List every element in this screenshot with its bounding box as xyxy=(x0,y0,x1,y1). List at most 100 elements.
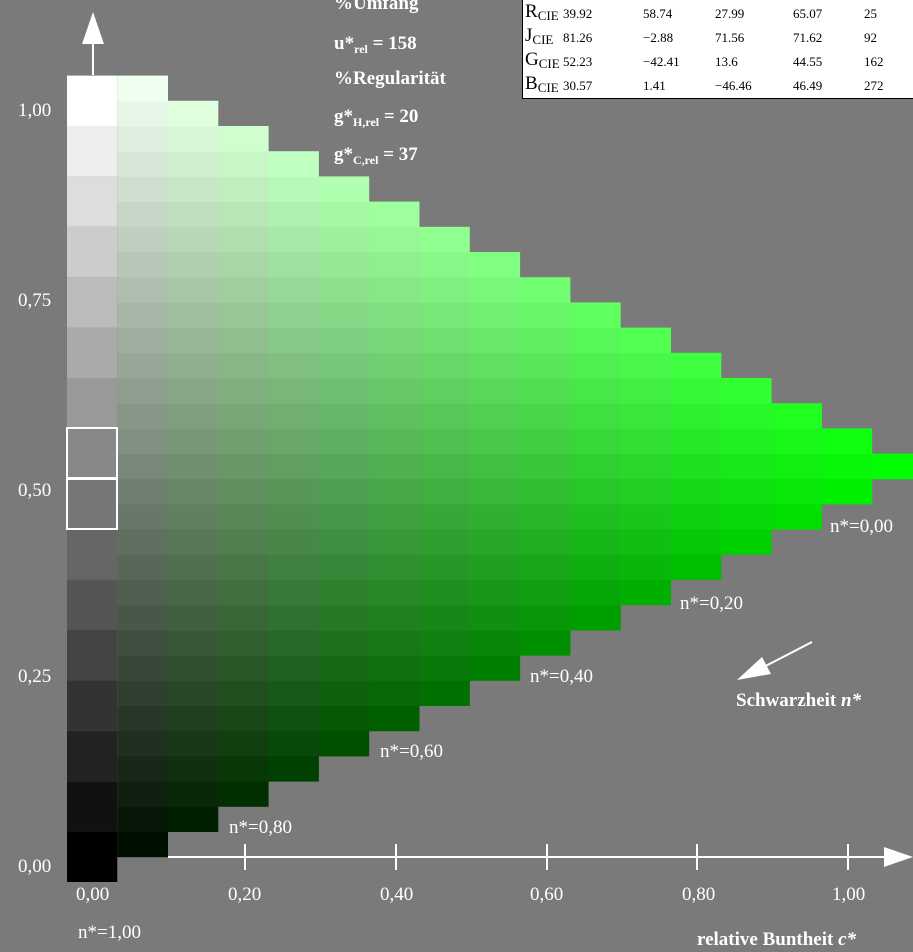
table-cell: 46.49 xyxy=(793,78,823,93)
blackness-label: n*=0,60 xyxy=(380,741,443,762)
color-cell xyxy=(419,378,470,404)
table-cell: 71.62 xyxy=(793,30,823,45)
color-cell xyxy=(217,352,269,379)
color-cell xyxy=(771,478,822,505)
color-cell xyxy=(217,327,269,354)
grey-cell xyxy=(67,831,118,882)
color-cell xyxy=(821,478,873,505)
blackness-label: n*=1,00 xyxy=(78,922,141,943)
color-cell xyxy=(620,428,671,454)
color-cell xyxy=(268,302,319,328)
color-cell xyxy=(670,403,722,429)
u-rel-stat: u*rel = 158 xyxy=(334,33,417,56)
color-cell xyxy=(268,201,319,228)
grey-cell xyxy=(67,781,118,832)
color-cell xyxy=(217,579,269,606)
color-cell xyxy=(368,680,420,706)
x-tick-label: 0,00 xyxy=(76,884,110,905)
grey-cell xyxy=(67,579,118,630)
color-cell xyxy=(167,176,219,202)
color-cell xyxy=(419,478,470,505)
marker-box xyxy=(66,478,118,530)
color-cell xyxy=(167,100,219,127)
color-cell xyxy=(318,176,370,202)
color-cell xyxy=(117,806,168,832)
color-cell xyxy=(318,226,370,253)
table-cell: 71.56 xyxy=(715,30,745,45)
blackness-arrow-label: Schwarzheit n* xyxy=(736,690,862,711)
color-cell xyxy=(519,630,571,656)
color-cell xyxy=(419,352,470,379)
color-cell xyxy=(469,554,521,580)
color-cell xyxy=(771,403,822,429)
color-cell xyxy=(167,680,219,706)
g-h-rel-stat: g*H,rel = 20 xyxy=(334,106,419,129)
color-cell xyxy=(519,403,571,429)
x-tick-label: 0,20 xyxy=(228,884,262,905)
color-cell xyxy=(268,176,319,202)
color-cell xyxy=(419,630,470,656)
grey-cell xyxy=(67,730,118,782)
color-cell xyxy=(419,680,470,706)
color-cell xyxy=(318,453,370,480)
color-cell xyxy=(519,352,571,379)
grey-cell xyxy=(67,226,118,278)
color-cell xyxy=(620,478,671,505)
color-cell xyxy=(318,579,370,606)
color-cell xyxy=(268,453,319,480)
color-cell xyxy=(117,277,168,303)
color-cell xyxy=(217,756,269,782)
color-cell xyxy=(167,226,219,253)
blackness-label: n*=0,00 xyxy=(830,516,893,537)
color-cell xyxy=(419,302,470,328)
color-cell xyxy=(519,428,571,454)
color-cell xyxy=(117,705,168,732)
color-cell xyxy=(268,579,319,606)
color-cell xyxy=(469,504,521,530)
color-cell xyxy=(268,756,319,782)
color-cell xyxy=(217,151,269,177)
table-cell: 39.92 xyxy=(563,6,593,21)
y-tick-label: 0,75 xyxy=(18,290,52,311)
color-cell xyxy=(268,730,319,757)
y-tick-label: 0,25 xyxy=(18,666,52,687)
color-cell xyxy=(268,529,319,555)
color-cell xyxy=(419,529,470,555)
table-cell: 25 xyxy=(864,6,877,21)
color-cell xyxy=(368,327,420,354)
color-cell xyxy=(469,529,521,555)
color-cell xyxy=(670,378,722,404)
color-cell xyxy=(318,277,370,303)
color-cell xyxy=(620,529,671,555)
table-row: JCIE 81.26 −2.88 71.56 71.62 92 xyxy=(523,25,913,48)
color-cell xyxy=(117,302,168,328)
color-cell xyxy=(167,529,219,555)
color-cell xyxy=(368,428,420,454)
color-cell xyxy=(368,705,420,732)
color-cell xyxy=(469,403,521,429)
color-cell xyxy=(720,453,772,480)
color-cell xyxy=(217,529,269,555)
color-cell xyxy=(368,604,420,631)
table-cell: 92 xyxy=(864,30,877,45)
row-label: JCIE xyxy=(525,25,554,47)
regularitaet-heading: %Regularität xyxy=(334,68,446,89)
color-cell xyxy=(469,579,521,606)
color-cell xyxy=(217,252,269,278)
color-cell xyxy=(318,352,370,379)
color-cell xyxy=(771,428,822,454)
umfang-heading: %Umfang xyxy=(334,0,419,14)
g-c-rel-stat: g*C,rel = 37 xyxy=(334,144,418,167)
color-cell xyxy=(469,655,521,681)
color-cell xyxy=(419,604,470,631)
color-cell xyxy=(167,781,219,807)
color-cell xyxy=(167,327,219,354)
color-cell xyxy=(318,504,370,530)
color-cell xyxy=(318,680,370,706)
color-cell xyxy=(469,302,521,328)
color-cell xyxy=(117,428,168,454)
x-tick-label: 0,40 xyxy=(380,884,414,905)
color-cell xyxy=(167,730,219,757)
color-cell xyxy=(469,327,521,354)
color-cell xyxy=(469,604,521,631)
